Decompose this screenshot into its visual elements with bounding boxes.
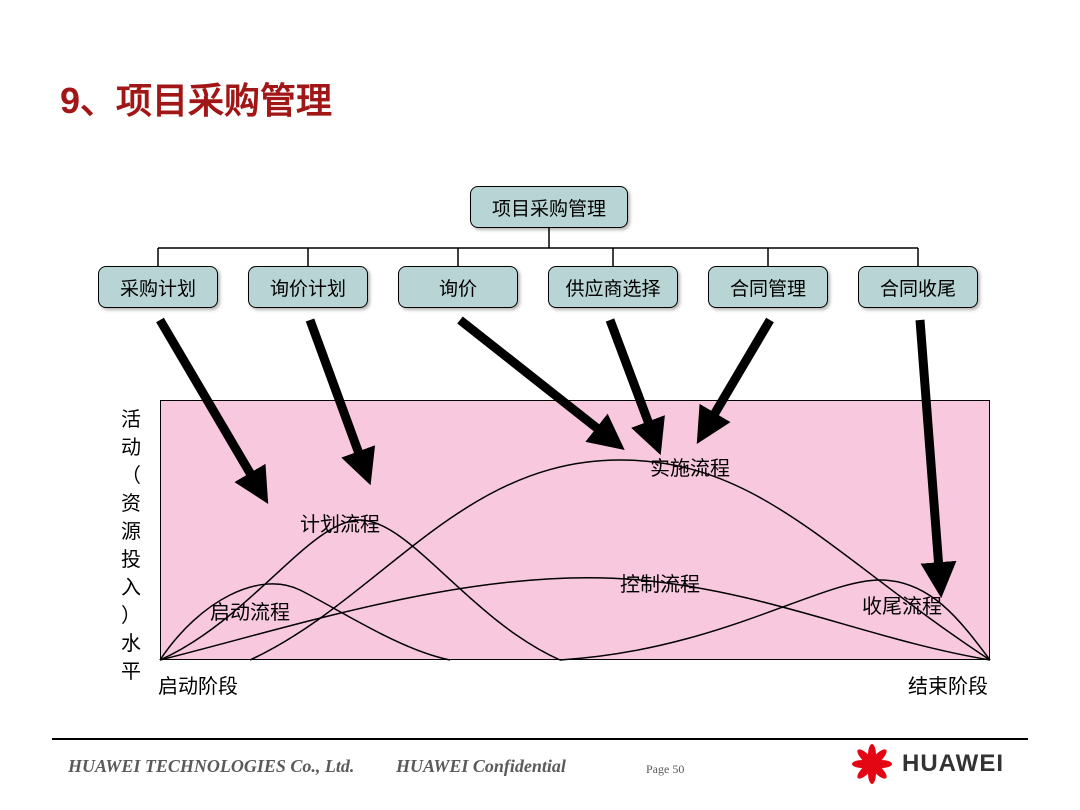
chart-x-start-label: 启动阶段	[158, 670, 238, 699]
hierarchy-root: 项目采购管理	[470, 186, 628, 228]
footer-company: HUAWEI TECHNOLOGIES Co., Ltd.	[68, 756, 354, 777]
footer-confidential: HUAWEI Confidential	[396, 756, 566, 777]
footer-page: Page 50	[646, 762, 684, 777]
hierarchy-child-3: 供应商选择	[548, 266, 678, 308]
hierarchy-child-2-label: 询价	[439, 274, 477, 301]
chart-x-end-label: 结束阶段	[908, 670, 988, 699]
hierarchy-child-0: 采购计划	[98, 266, 218, 308]
hierarchy-child-4: 合同管理	[708, 266, 828, 308]
hierarchy-child-5-label: 合同收尾	[880, 274, 956, 301]
curve-label-4: 收尾流程	[862, 590, 942, 619]
hierarchy-child-5: 合同收尾	[858, 266, 978, 308]
slide-title: 9、项目采购管理	[60, 72, 332, 124]
huawei-logo-text: HUAWEI	[902, 750, 1004, 778]
hierarchy-child-1-label: 询价计划	[270, 274, 346, 301]
huawei-petal-icon	[850, 744, 894, 784]
chart-y-axis-label: 活动（资源投入）水平	[120, 406, 142, 686]
huawei-logo: HUAWEI	[850, 744, 1004, 784]
footer-rule	[52, 738, 1028, 740]
curve-label-1: 计划流程	[300, 508, 380, 537]
hierarchy-child-4-label: 合同管理	[730, 274, 806, 301]
curve-label-2: 实施流程	[650, 452, 730, 481]
hierarchy-child-3-label: 供应商选择	[565, 274, 660, 301]
hierarchy-root-label: 项目采购管理	[492, 194, 606, 221]
hierarchy-child-1: 询价计划	[248, 266, 368, 308]
curve-label-0: 启动流程	[210, 596, 290, 625]
hierarchy-child-2: 询价	[398, 266, 518, 308]
hierarchy-child-0-label: 采购计划	[120, 274, 196, 301]
curve-label-3: 控制流程	[620, 568, 700, 597]
